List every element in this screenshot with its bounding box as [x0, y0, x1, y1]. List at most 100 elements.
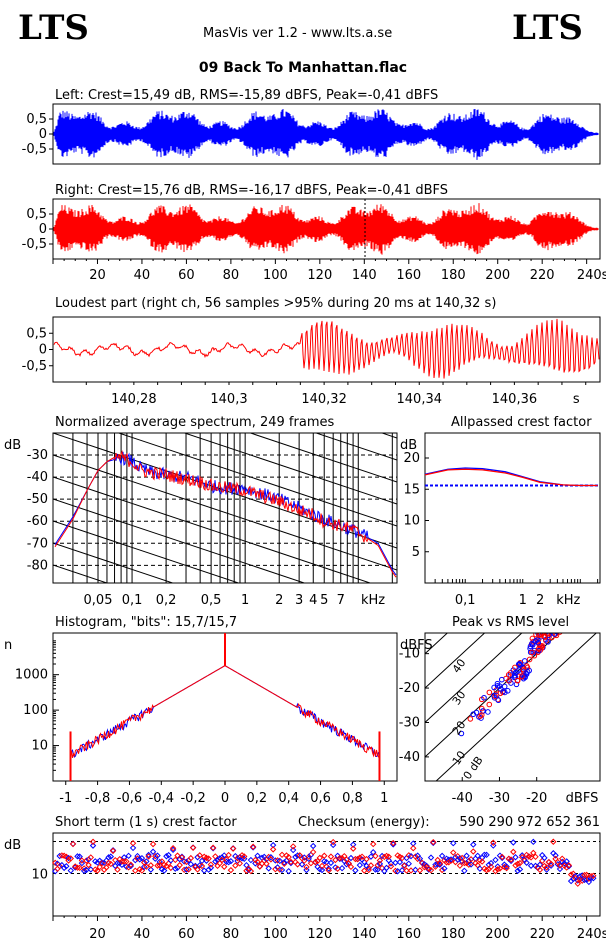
short-crest-point — [436, 860, 444, 867]
short-crest-point — [352, 867, 359, 874]
short-crest-point — [396, 858, 404, 866]
short-crest-point — [138, 867, 146, 874]
short-crest-point — [85, 861, 92, 869]
short-crest-point — [369, 849, 377, 856]
peak-rms-point — [478, 705, 485, 712]
short-crest-point — [145, 851, 152, 859]
short-crest-point — [180, 866, 188, 874]
short-crest-point — [252, 860, 259, 867]
peak-rms-point — [529, 640, 535, 647]
crest-diagonal — [435, 633, 598, 781]
short-crest-point — [198, 862, 206, 870]
peak-rms-point — [574, 620, 579, 625]
short-crest-point — [556, 862, 564, 869]
short-crest-point — [194, 866, 201, 873]
short-crest-point — [490, 839, 497, 846]
short-crest-point — [205, 855, 212, 862]
xtick-label: -20 — [526, 791, 547, 806]
checksum-value: 590 290 972 652 361 — [459, 815, 600, 830]
short-crest-point — [590, 872, 597, 880]
short-crest-point — [494, 866, 501, 873]
xtick-label: 200 — [485, 927, 510, 942]
short-crest-point — [536, 866, 544, 874]
short-crest-point — [561, 860, 568, 867]
peak-rms-point — [512, 664, 518, 671]
short-crest-point — [98, 860, 106, 867]
grid-slope — [248, 433, 397, 483]
short-crest-point — [416, 867, 424, 874]
short-crest-point — [574, 880, 581, 887]
peak-rms-point — [535, 639, 542, 646]
xtick-label: 20 — [89, 268, 106, 283]
short-crest-point — [336, 855, 344, 863]
short-crest-point — [510, 848, 517, 856]
xtick-label: 80 — [223, 927, 240, 942]
short-crest-point — [269, 841, 277, 849]
peak-rms-point — [570, 620, 575, 625]
short-crest-point — [556, 865, 564, 873]
short-crest-point — [176, 861, 183, 869]
short-crest-point — [476, 865, 484, 872]
peak-rms-point — [537, 633, 543, 637]
diag-label: 40 — [450, 657, 469, 676]
short-crest-point — [89, 842, 97, 849]
xtick-label: 140,32 — [301, 392, 347, 407]
xtick-label: 200 — [485, 268, 510, 283]
peak-rms-point — [575, 620, 580, 625]
short-crest-point — [227, 866, 235, 874]
short-crest-point — [232, 862, 239, 869]
short-crest-point — [387, 863, 395, 870]
short-crest-point — [483, 851, 490, 859]
short-crest-point — [60, 864, 68, 872]
short-crest-point — [143, 863, 150, 870]
short-crest-point — [120, 858, 128, 865]
grid-slope — [53, 542, 175, 583]
ytick-label: 0,5 — [26, 326, 47, 341]
short-crest-point — [318, 862, 326, 870]
short-crest-point — [107, 860, 115, 868]
short-crest-point — [372, 866, 379, 873]
short-crest-point — [567, 871, 575, 878]
xtick-label: 0,8 — [342, 791, 363, 806]
peak-rms-point — [481, 694, 487, 701]
short-crest-point — [127, 861, 135, 868]
app-title: MasVis ver 1.2 - www.lts.a.se — [203, 26, 393, 41]
ytick-label: -30 — [399, 715, 420, 730]
short-crest-point — [321, 852, 328, 859]
short-crest-point — [510, 839, 517, 846]
short-crest-point — [278, 851, 286, 859]
short-crest-point — [327, 859, 335, 867]
ytick-label: -0,5 — [22, 359, 47, 374]
short-crest-point — [547, 860, 555, 868]
short-crest-point — [241, 855, 248, 863]
short-crest-point — [581, 871, 588, 879]
short-crest-point — [347, 854, 355, 862]
short-crest-point — [461, 859, 468, 867]
short-crest-point — [276, 866, 284, 873]
peak-rms-point — [527, 643, 534, 650]
short-crest-point — [465, 857, 473, 865]
grid-slope — [53, 59, 397, 174]
short-crest-point — [316, 854, 324, 862]
xtick-label: 140,3 — [210, 392, 247, 407]
peak-rms-point — [494, 680, 501, 687]
short-crest-point — [381, 853, 388, 861]
short-crest-point — [374, 862, 381, 869]
ytick-label: -0,5 — [22, 142, 47, 157]
short-crest-point — [129, 840, 137, 847]
short-crest-point — [169, 845, 177, 852]
short-crest-point — [512, 862, 519, 869]
grid-slope — [314, 433, 397, 461]
xtick-label: 0,2 — [156, 593, 177, 608]
xtick-label: 1 — [519, 593, 527, 608]
peak-rms-point — [458, 730, 465, 737]
short-crest-point — [514, 860, 521, 868]
short-crest-point — [458, 854, 466, 862]
short-crest-point — [338, 864, 346, 872]
short-crest-point — [152, 852, 159, 860]
short-crest-point — [229, 845, 237, 852]
short-crest-point — [272, 857, 279, 864]
short-crest-point — [125, 852, 132, 860]
short-crest-point — [583, 871, 590, 879]
